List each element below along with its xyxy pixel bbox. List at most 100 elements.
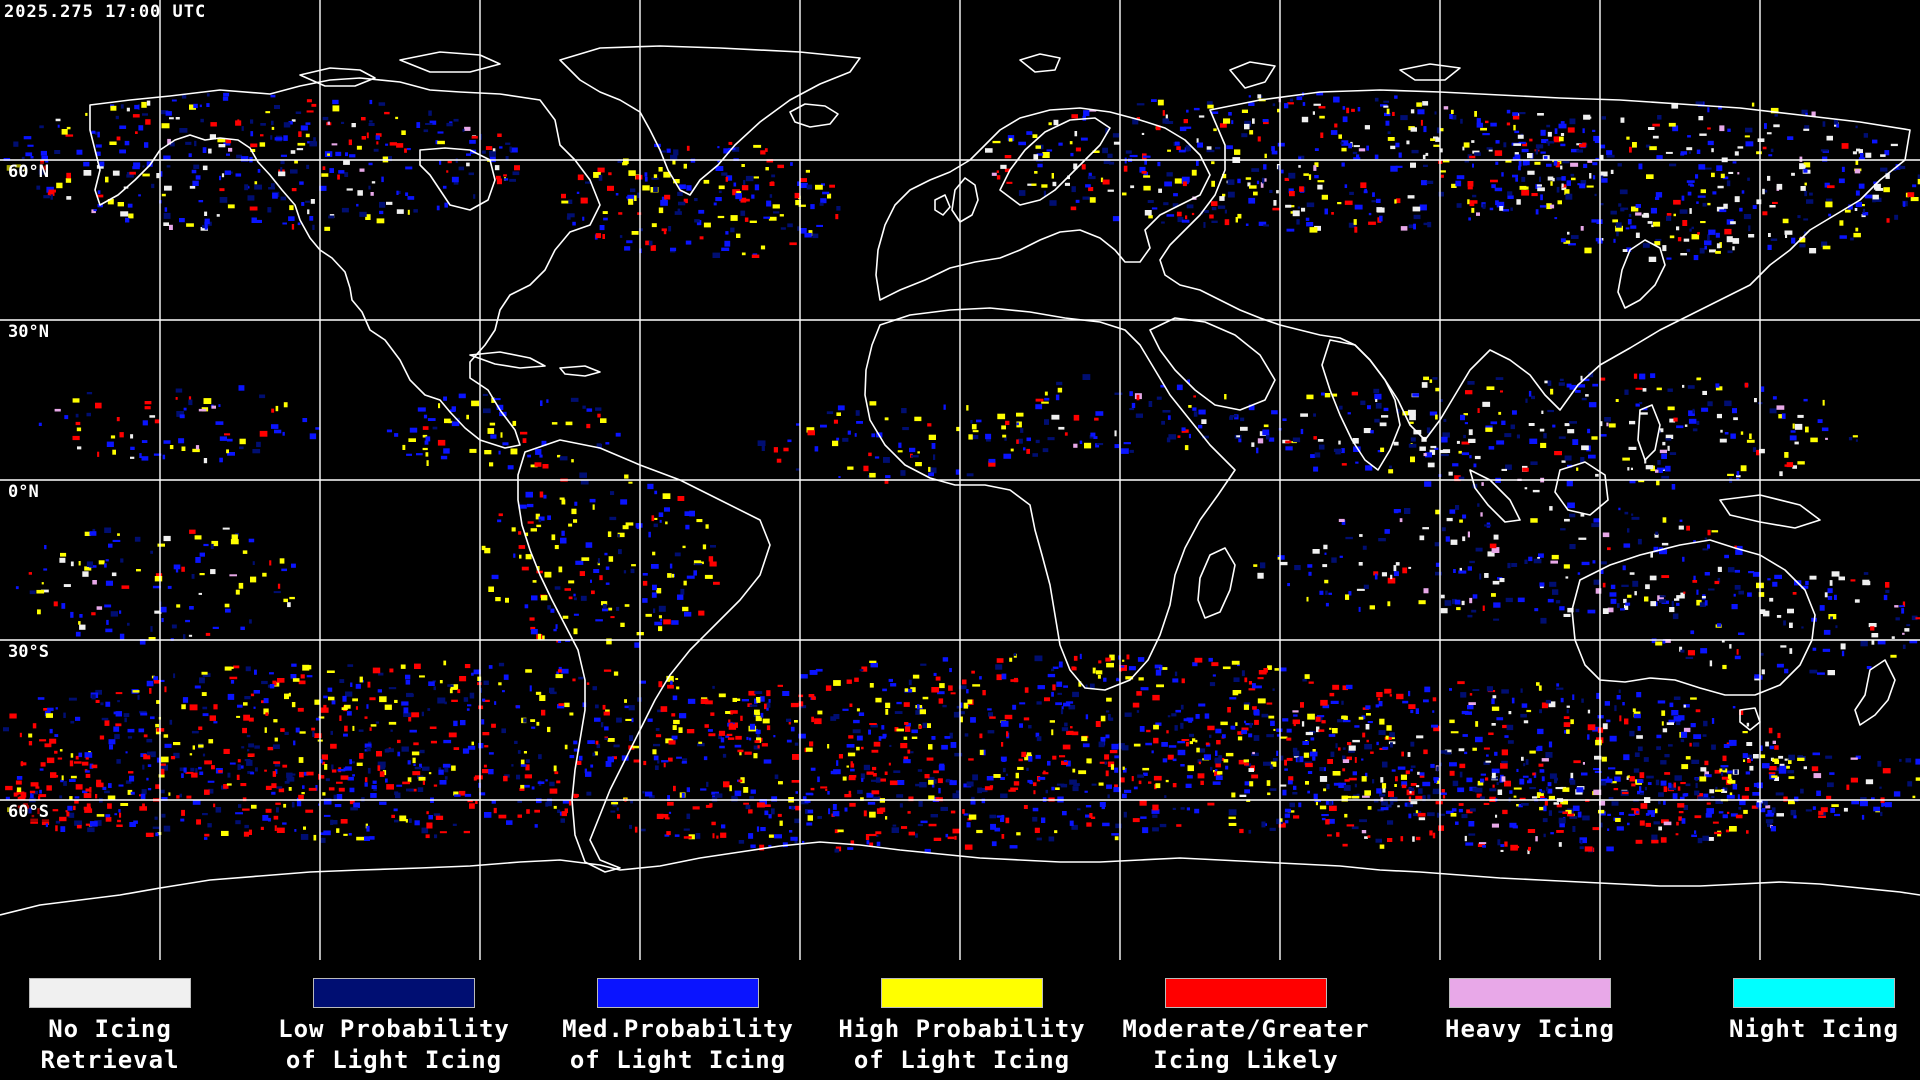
icing-pixel [1841, 166, 1845, 172]
icing-pixel [1467, 705, 1474, 710]
icing-pixel [1374, 418, 1380, 423]
icing-pixel [1476, 122, 1483, 128]
icing-pixel [16, 776, 23, 780]
icing-pixel [263, 708, 269, 715]
icing-pixel [1682, 220, 1688, 226]
icing-pixel [1108, 714, 1111, 720]
icing-pixel [403, 707, 409, 714]
icing-pixel [1648, 256, 1657, 262]
icing-pixel [100, 702, 104, 706]
icing-pixel [970, 800, 976, 805]
icing-pixel [425, 436, 431, 442]
icing-pixel [295, 727, 300, 733]
icing-pixel [1567, 231, 1570, 235]
icing-pixel [1380, 447, 1385, 452]
icing-pixel [885, 702, 891, 709]
icing-pixel [1215, 728, 1222, 734]
icing-pixel [1520, 688, 1523, 693]
icing-pixel [1676, 719, 1681, 726]
icing-pixel [1629, 146, 1632, 153]
icing-pixel [1656, 387, 1662, 391]
icing-pixel [1096, 670, 1103, 675]
icing-pixel [130, 791, 135, 795]
icing-pixel [130, 456, 135, 459]
icing-pixel [1488, 446, 1495, 450]
icing-pixel [718, 693, 726, 698]
icing-pixel [1498, 411, 1502, 415]
icing-pixel [1554, 128, 1558, 134]
icing-pixel [1133, 743, 1141, 747]
icing-pixel [1547, 380, 1552, 386]
icing-pixel [1529, 138, 1533, 142]
icing-pixel [59, 749, 63, 752]
icing-pixel [320, 707, 329, 713]
icing-pixel [1789, 435, 1797, 441]
icing-pixel [1566, 383, 1572, 388]
icing-pixel [741, 185, 749, 191]
icing-pixel [1248, 197, 1256, 204]
icing-pixel [1434, 542, 1440, 547]
icing-pixel [1789, 622, 1793, 628]
icing-pixel [593, 172, 601, 178]
icing-pixel [1353, 157, 1361, 160]
icing-pixel [167, 585, 172, 589]
icing-pixel [1528, 556, 1533, 562]
icing-pixel [1041, 401, 1049, 404]
icing-pixel [1186, 109, 1189, 113]
icing-pixel [721, 824, 726, 829]
icing-pixel [1354, 757, 1357, 763]
icing-pixel [833, 714, 840, 720]
icing-pixel [278, 171, 286, 177]
icing-pixel [1335, 450, 1341, 455]
icing-pixel [1629, 776, 1635, 782]
icing-pixel [1672, 613, 1679, 620]
icing-pixel [1759, 448, 1765, 454]
icing-pixel [1786, 462, 1794, 468]
icing-pixel [1251, 442, 1255, 447]
icing-pixel [409, 427, 418, 433]
icing-pixel [324, 226, 331, 231]
icing-pixel [1276, 734, 1281, 737]
icing-pixel [1372, 779, 1375, 784]
icing-pixel [1401, 781, 1408, 787]
icing-pixel [547, 605, 551, 610]
icing-pixel [413, 763, 416, 766]
icing-pixel [1167, 715, 1171, 718]
icing-pixel [880, 736, 886, 739]
icing-pixel [1711, 148, 1714, 153]
icing-pixel [1627, 822, 1630, 826]
icing-pixel [72, 435, 80, 441]
icing-pixel [175, 397, 178, 400]
icing-pixel [273, 591, 281, 594]
icing-pixel [1734, 655, 1741, 660]
icing-pixel [1549, 506, 1553, 511]
icing-pixel [496, 404, 504, 410]
icing-pixel [1614, 705, 1617, 712]
icing-pixel [373, 148, 379, 152]
icing-pixel [1465, 390, 1473, 395]
icing-pixel [116, 417, 120, 422]
icing-pixel [1172, 783, 1177, 788]
icing-pixel [1555, 777, 1558, 781]
icing-pixel [1244, 120, 1251, 127]
icing-pixel [1462, 734, 1468, 737]
icing-pixel [366, 746, 371, 752]
icing-pixel [406, 788, 414, 792]
icing-pixel [1789, 648, 1793, 654]
icing-pixel [1555, 787, 1563, 790]
icing-pixel [1269, 788, 1277, 791]
icing-pixel [141, 789, 147, 795]
icing-pixel [986, 437, 991, 442]
icing-pixel [1548, 701, 1556, 708]
icing-pixel [741, 699, 749, 702]
icing-pixel [1442, 432, 1450, 438]
icing-pixel [522, 438, 527, 443]
icing-pixel [1106, 662, 1114, 668]
icing-pixel [1764, 189, 1768, 193]
icing-pixel [1309, 227, 1318, 233]
icing-pixel [1850, 237, 1854, 241]
icing-pixel [966, 689, 969, 694]
icing-pixel [1443, 159, 1450, 163]
icing-pixel [1716, 413, 1722, 419]
icing-pixel [1180, 807, 1185, 810]
